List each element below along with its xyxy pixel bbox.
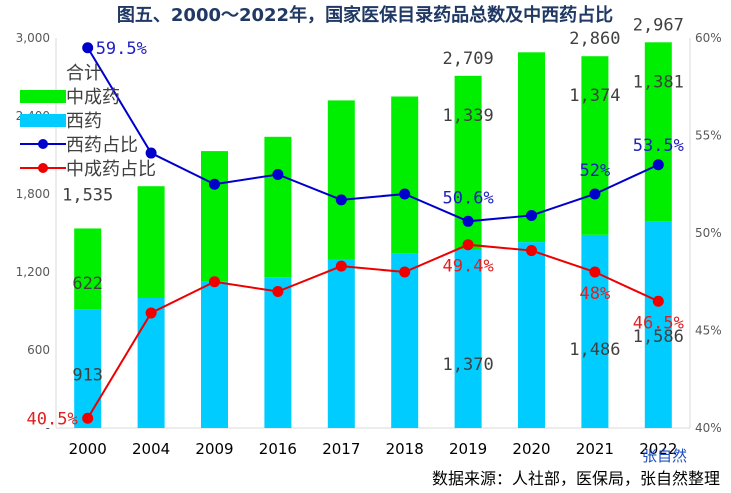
watermark: 张自然	[642, 447, 687, 465]
x-tick-label: 2000	[69, 440, 107, 458]
line-chinese-share	[86, 243, 659, 419]
data-label: 2,709	[443, 49, 494, 69]
line-western-share	[86, 47, 659, 223]
chart-title: 图五、2000～2022年，国家医保目录药品总数及中西药占比	[117, 4, 613, 26]
legend-marker	[38, 163, 48, 173]
axes: -6001,2001,8002,4003,00040%45%50%55%60%2…	[16, 31, 722, 458]
bar-western-medicine	[201, 281, 228, 428]
line-point	[82, 412, 94, 424]
x-tick-label: 2009	[195, 440, 233, 458]
data-label: 1,374	[569, 86, 620, 106]
line-point	[462, 239, 474, 251]
legend-label: 中成药	[66, 87, 120, 108]
legend-swatch	[20, 90, 66, 103]
bar-chinese-medicine	[644, 42, 672, 222]
line-point	[589, 188, 601, 200]
data-label: 2,860	[569, 29, 620, 49]
line-point	[82, 42, 94, 54]
data-label: 48%	[580, 284, 611, 304]
bar-western-medicine	[327, 259, 355, 428]
legend-label: 合计	[66, 63, 102, 84]
data-label: 49.4%	[443, 257, 494, 277]
line-point	[209, 276, 220, 288]
bar-western-medicine	[74, 309, 102, 428]
line-point	[652, 159, 664, 171]
bar-western-medicine	[264, 277, 292, 428]
legend-label: 中成药占比	[66, 159, 156, 180]
data-label: 1,486	[569, 340, 620, 360]
line-point	[652, 295, 664, 307]
legend-swatch	[20, 114, 66, 127]
left-tick-label: 600	[27, 343, 50, 357]
bar-chinese-medicine	[137, 186, 165, 298]
data-label: 53.5%	[633, 136, 684, 156]
line-point	[209, 178, 220, 190]
data-label: 1,370	[443, 355, 494, 375]
bar-chinese-medicine	[327, 100, 355, 260]
line-point	[335, 260, 347, 272]
data-label: 50.6%	[443, 188, 494, 208]
legend-marker	[38, 139, 48, 149]
data-label: 1,535	[62, 185, 113, 205]
line-point	[462, 215, 474, 227]
line-point	[399, 188, 411, 200]
bar-chinese-medicine	[264, 136, 292, 278]
left-tick-label: 1,800	[16, 187, 50, 201]
x-tick-label: 2022	[639, 440, 677, 458]
data-label: 2,967	[633, 15, 684, 35]
right-tick-label: 45%	[695, 324, 722, 338]
legend-label: 西药	[66, 111, 102, 132]
line-point	[589, 266, 601, 278]
data-label: 52%	[580, 161, 611, 181]
bar-chinese-medicine	[201, 151, 228, 282]
bar-western-medicine	[644, 221, 672, 428]
line-point	[145, 147, 157, 159]
data-label: 913	[72, 366, 103, 386]
line-point	[272, 169, 284, 180]
data-label: 59.5%	[96, 39, 147, 59]
x-tick-label: 2019	[449, 440, 487, 458]
bar-western-medicine	[581, 234, 609, 428]
right-tick-label: 40%	[695, 421, 722, 435]
legend-label: 西药占比	[66, 135, 138, 156]
data-label: 1,381	[633, 72, 684, 92]
data-label: 40.5%	[27, 409, 78, 429]
left-tick-label: 1,200	[16, 265, 50, 279]
x-tick-label: 2004	[132, 440, 170, 458]
x-tick-label: 2020	[512, 440, 550, 458]
lines	[82, 42, 664, 424]
line-point	[399, 266, 411, 278]
right-tick-label: 60%	[695, 31, 722, 45]
line-point	[335, 194, 347, 206]
x-tick-label: 2017	[322, 440, 360, 458]
data-label: 622	[72, 274, 103, 294]
left-tick-label: -	[46, 421, 50, 435]
bar-western-medicine	[391, 253, 419, 428]
bar-western-medicine	[454, 249, 482, 428]
right-tick-label: 50%	[695, 226, 722, 240]
x-tick-label: 2016	[259, 440, 297, 458]
line-point	[145, 307, 157, 319]
left-tick-label: 3,000	[16, 31, 50, 45]
data-label: 1,586	[633, 327, 684, 347]
data-label: 46.5%	[633, 313, 684, 333]
bar-chinese-medicine	[581, 56, 609, 235]
line-point	[526, 209, 537, 221]
x-tick-label: 2021	[576, 440, 614, 458]
bar-western-medicine	[137, 298, 165, 428]
bar-chinese-medicine	[391, 96, 419, 254]
source-note: 数据来源：人社部，医保局，张自然整理	[432, 469, 720, 488]
data-labels: 1,535 622 913 2,709 1,339 1,370 2,860 1,374 1,48…	[27, 15, 684, 429]
line-point	[272, 286, 284, 297]
bar-chinese-medicine	[74, 228, 102, 310]
line-point	[526, 245, 537, 257]
right-tick-label: 55%	[695, 129, 722, 143]
x-tick-label: 2018	[386, 440, 424, 458]
bar-western-medicine	[518, 242, 545, 428]
data-label: 1,339	[443, 106, 494, 126]
